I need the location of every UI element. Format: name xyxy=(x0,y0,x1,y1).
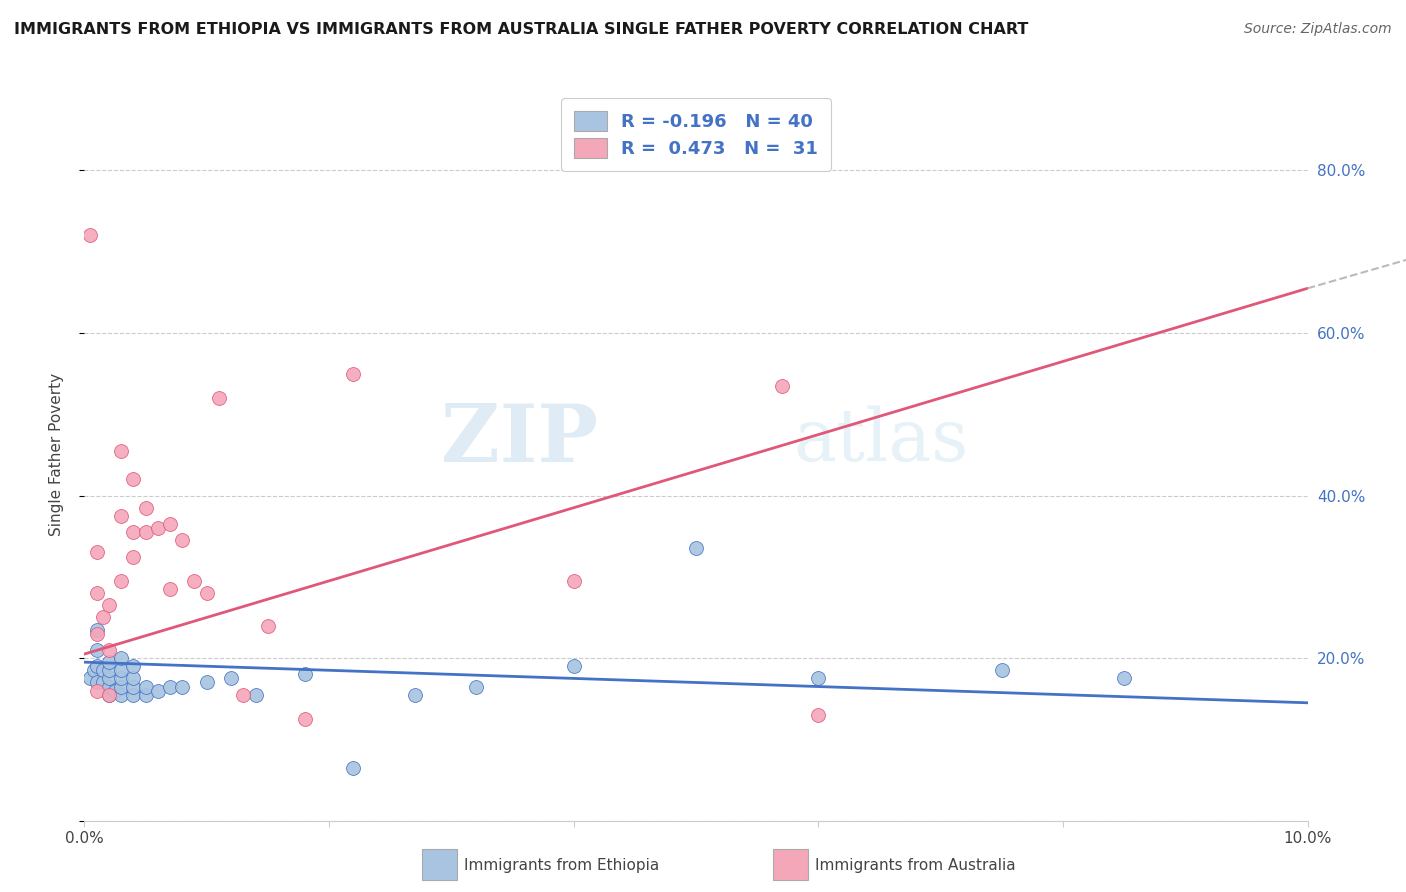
Point xyxy=(257,618,280,632)
Point xyxy=(294,667,316,681)
Point xyxy=(183,574,205,588)
Point xyxy=(219,672,242,686)
Point xyxy=(159,516,181,531)
Point xyxy=(135,525,157,540)
Point xyxy=(86,545,108,559)
Point xyxy=(195,586,218,600)
Point xyxy=(146,683,169,698)
Point xyxy=(79,672,101,686)
Point xyxy=(770,379,793,393)
Point xyxy=(1114,672,1136,686)
Point xyxy=(404,688,426,702)
Point xyxy=(135,500,157,515)
Point xyxy=(97,663,120,677)
Point xyxy=(464,680,486,694)
Text: IMMIGRANTS FROM ETHIOPIA VS IMMIGRANTS FROM AUSTRALIA SINGLE FATHER POVERTY CORR: IMMIGRANTS FROM ETHIOPIA VS IMMIGRANTS F… xyxy=(14,22,1028,37)
Point xyxy=(122,688,145,702)
Point xyxy=(97,643,120,657)
Point xyxy=(208,391,231,405)
Point xyxy=(97,655,120,669)
Text: Immigrants from Ethiopia: Immigrants from Ethiopia xyxy=(464,858,659,872)
Point xyxy=(110,574,132,588)
Point xyxy=(122,472,145,486)
Point xyxy=(159,582,181,596)
Point xyxy=(97,688,120,702)
Point xyxy=(86,643,108,657)
Point xyxy=(342,761,364,775)
Y-axis label: Single Father Poverty: Single Father Poverty xyxy=(49,374,63,536)
Point xyxy=(79,228,101,243)
Point xyxy=(86,659,108,673)
Point xyxy=(97,680,120,694)
Point xyxy=(110,688,132,702)
Point xyxy=(135,680,157,694)
Legend: R = -0.196   N = 40, R =  0.473   N =  31: R = -0.196 N = 40, R = 0.473 N = 31 xyxy=(561,98,831,170)
Point xyxy=(97,688,120,702)
Point xyxy=(232,688,254,702)
Point xyxy=(86,623,108,637)
Point xyxy=(122,659,145,673)
Point xyxy=(122,680,145,694)
Point xyxy=(122,525,145,540)
Point xyxy=(86,586,108,600)
Point xyxy=(122,672,145,686)
Point xyxy=(562,574,585,588)
Point xyxy=(685,541,707,556)
Point xyxy=(110,443,132,458)
Point xyxy=(991,663,1014,677)
Point xyxy=(91,675,114,690)
Point xyxy=(122,549,145,564)
Point xyxy=(86,683,108,698)
Point xyxy=(245,688,267,702)
Point xyxy=(342,367,364,381)
Point xyxy=(110,672,132,686)
Point xyxy=(83,663,105,677)
Text: ZIP: ZIP xyxy=(441,401,598,479)
Point xyxy=(562,659,585,673)
Point xyxy=(86,675,108,690)
Point xyxy=(86,626,108,640)
Point xyxy=(97,599,120,613)
Point xyxy=(172,680,194,694)
Point xyxy=(146,521,169,535)
Point xyxy=(807,708,830,723)
Point xyxy=(159,680,181,694)
Point xyxy=(807,672,830,686)
Point xyxy=(110,663,132,677)
Point xyxy=(294,712,316,726)
Point xyxy=(97,672,120,686)
Point xyxy=(135,688,157,702)
Point xyxy=(110,651,132,665)
Point xyxy=(110,508,132,523)
Point xyxy=(172,533,194,548)
Text: Source: ZipAtlas.com: Source: ZipAtlas.com xyxy=(1244,22,1392,37)
Text: Immigrants from Australia: Immigrants from Australia xyxy=(815,858,1017,872)
Point xyxy=(91,663,114,677)
Point xyxy=(195,675,218,690)
Point xyxy=(104,683,127,698)
Point xyxy=(91,610,114,624)
Point xyxy=(110,680,132,694)
Text: atlas: atlas xyxy=(794,405,969,475)
